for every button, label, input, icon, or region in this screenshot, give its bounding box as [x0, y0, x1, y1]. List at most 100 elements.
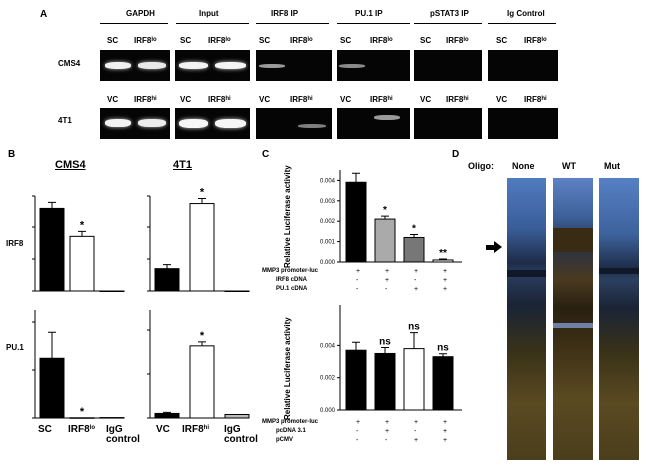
emsa-shift-band: [553, 228, 593, 252]
chart-4t1-irf8: *: [147, 187, 250, 292]
bar-irf8lo: [69, 235, 95, 292]
xlabel-irf8hi: IRF8hi: [182, 424, 210, 435]
header-pu1-ip: PU.1 IP: [355, 9, 383, 18]
condition-sign: -: [356, 428, 359, 435]
error-bar: [439, 353, 447, 357]
lane-vc-6: VC: [496, 95, 508, 104]
panel-d-letter: D: [452, 149, 460, 160]
y-tick-label: 0.002: [320, 219, 336, 225]
bar-igg-control: [224, 290, 250, 292]
xlabel-sc: SC: [38, 424, 52, 435]
bar-irf8lo: [69, 417, 95, 419]
panel-b-letter: B: [8, 149, 16, 160]
significance-marker: *: [200, 187, 205, 199]
emsa-lane-none: [507, 178, 546, 460]
emsa-band: [553, 323, 593, 328]
header-pu1-ip-line: [337, 23, 410, 24]
bar-vc: [154, 412, 180, 419]
condition-label: MMP3 promoter-luc: [262, 419, 319, 425]
band-irf8lo: [138, 62, 166, 69]
significance-marker: ns: [408, 322, 420, 333]
condition-sign: -: [356, 286, 359, 293]
condition-sign: +: [443, 437, 448, 444]
bar-condition-4: [432, 356, 454, 411]
gel-4t1-pu1-ip: [337, 108, 410, 139]
significance-marker: *: [80, 219, 85, 231]
bar-vc: [154, 268, 180, 292]
significance-marker: *: [412, 223, 416, 234]
header-input-line: [176, 23, 249, 24]
significance-marker: ns: [437, 343, 449, 354]
chart-cms4-irf8: *: [32, 195, 125, 292]
error-bar: [439, 258, 447, 260]
lane-irf8lo-5: IRF8lo: [446, 36, 469, 45]
lane-irf8hi-4: IRF8hi: [370, 95, 393, 104]
emsa-lane-mut: [599, 178, 639, 460]
gel-cms4-ig-control: [488, 50, 558, 81]
condition-sign: +: [443, 419, 448, 426]
band-vc: [179, 119, 208, 128]
lane-label-wt: WT: [562, 161, 576, 171]
bar-igg-control: [99, 417, 125, 419]
lane-irf8lo-3: IRF8lo: [290, 36, 313, 45]
bar-condition-3: [403, 348, 425, 411]
header-gapdh: GAPDH: [126, 9, 155, 18]
condition-label: IRF8 cDNA: [276, 277, 308, 283]
error-bar: [381, 215, 389, 220]
gel-cms4-input: [175, 50, 250, 81]
gel-cms4-pstat3-ip: [414, 50, 482, 81]
lane-irf8hi-6: IRF8hi: [524, 95, 547, 104]
band-irf8hi: [138, 119, 166, 127]
lane-label-none: None: [512, 161, 535, 171]
bar-condition-1: [345, 349, 367, 411]
cell-line-cms4: CMS4: [58, 59, 81, 68]
xlabel-igg-control-4t1: IgG control: [224, 424, 258, 445]
lane-vc-5: VC: [420, 95, 432, 104]
error-bar: [48, 331, 56, 359]
header-ig-control-line: [488, 23, 556, 24]
y-tick-label: 0.001: [320, 240, 336, 246]
condition-sign: -: [414, 277, 417, 284]
condition-sign: +: [385, 268, 390, 275]
lane-irf8lo-1: IRF8lo: [134, 36, 157, 45]
condition-sign: -: [356, 277, 359, 284]
condition-label: pCMV: [276, 437, 293, 443]
condition-sign: +: [414, 419, 419, 426]
y-tick-label: 0.004: [320, 343, 336, 349]
gel-4t1-pstat3-ip: [414, 108, 482, 139]
band-irf8hi: [215, 119, 246, 128]
oligo-label: Oligo:: [468, 161, 494, 171]
lane-sc-2: SC: [180, 36, 192, 45]
band-irf8lo: [215, 62, 246, 69]
y-tick-label: 0.002: [320, 376, 336, 382]
row-label-pu1: PU.1: [6, 343, 24, 352]
band-vc: [105, 119, 131, 127]
header-irf8-ip-line: [256, 23, 329, 24]
lane-sc-4: SC: [340, 36, 352, 45]
error-bar: [410, 233, 418, 238]
emsa-band: [507, 270, 546, 277]
header-gapdh-line: [100, 23, 168, 24]
bar-igg-control: [224, 413, 250, 419]
band-irf8hi: [374, 115, 400, 120]
band-sc: [259, 64, 285, 68]
significance-marker: *: [80, 406, 85, 418]
band-irf8hi: [298, 124, 326, 128]
lane-irf8lo-4: IRF8lo: [370, 36, 393, 45]
panel-c-letter: C: [262, 149, 270, 160]
condition-sign: -: [356, 437, 359, 444]
error-bar: [163, 264, 171, 269]
bar-condition-2: [374, 218, 396, 263]
significance-marker: **: [439, 248, 447, 259]
y-tick-label: 0.000: [320, 408, 336, 414]
chart-4t1-pu1: *: [147, 310, 250, 419]
title-4t1: 4T1: [173, 159, 192, 171]
error-bar: [78, 230, 86, 237]
emsa-lane-wt: [553, 178, 593, 460]
bar-sc: [39, 207, 65, 292]
condition-sign: +: [443, 277, 448, 284]
band-sc: [105, 62, 131, 69]
emsa-band: [599, 268, 639, 274]
header-irf8-ip: IRF8 IP: [271, 9, 299, 18]
